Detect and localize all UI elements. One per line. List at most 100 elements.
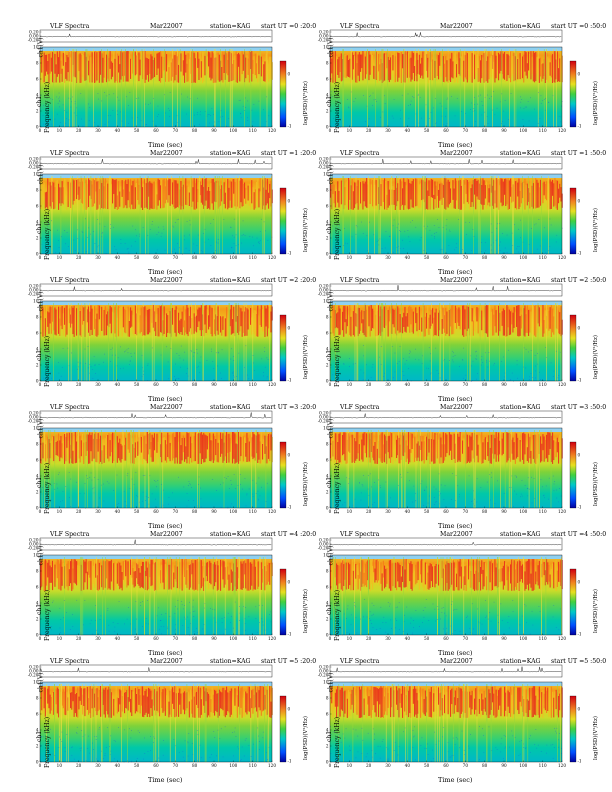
noise-speckle (398, 245, 399, 247)
noise-speckle (476, 378, 477, 380)
emission-streak (342, 560, 344, 591)
emission-streak (486, 60, 488, 82)
noise-speckle (203, 233, 204, 234)
emission-streak (194, 560, 196, 590)
noise-speckle (476, 478, 478, 480)
emission-streak (143, 307, 145, 336)
noise-speckle (240, 760, 241, 761)
noise-speckle (175, 222, 176, 223)
emission-streak (266, 305, 268, 337)
emission-streak (226, 53, 228, 74)
noise-speckle (482, 105, 484, 106)
emission-streak (450, 690, 452, 717)
noise-speckle (54, 118, 56, 120)
noise-speckle (550, 224, 552, 226)
noise-speckle (172, 251, 173, 253)
emission-streak (145, 443, 147, 461)
emission-streak (176, 686, 178, 712)
time-xlabel: Time (sec) (438, 395, 473, 403)
y-tick-label: 6 (326, 203, 329, 208)
emission-streak (44, 687, 46, 717)
y-tick-label: 2 (326, 362, 329, 367)
emission-streak (454, 178, 456, 209)
noise-speckle (68, 119, 70, 121)
emission-streak (464, 309, 466, 330)
noise-speckle (229, 488, 230, 489)
emission-streak (220, 691, 222, 709)
noise-speckle (560, 116, 562, 118)
emission-streak (487, 56, 489, 83)
emission-streak (444, 694, 446, 714)
emission-streak (60, 559, 62, 591)
emission-streak (454, 51, 456, 82)
noise-speckle (402, 371, 404, 372)
emission-streak (89, 432, 91, 464)
x-tick-label: 120 (268, 255, 276, 260)
emission-streak (265, 571, 267, 586)
frequency-ylabel: Frequency (kHz) (334, 462, 342, 515)
emission-streak (47, 178, 49, 209)
emission-streak (145, 183, 147, 208)
emission-streak (396, 439, 398, 458)
emission-streak (62, 52, 64, 66)
noise-speckle (43, 736, 44, 738)
noise-speckle (263, 372, 264, 373)
emission-streak (512, 184, 514, 202)
noise-speckle (332, 248, 334, 250)
emission-streak (71, 306, 73, 324)
emission-streak (202, 434, 204, 459)
emission-streak (163, 559, 165, 590)
emission-streak (494, 686, 496, 718)
noise-speckle (472, 360, 474, 362)
noise-speckle (135, 472, 137, 473)
noise-speckle (343, 363, 345, 365)
x-tick-label: 100 (229, 255, 237, 260)
noise-speckle (352, 363, 354, 365)
emission-streak (71, 179, 73, 210)
noise-speckle (508, 349, 509, 351)
emission-streak (424, 316, 426, 337)
emission-streak (330, 562, 332, 590)
noise-speckle (158, 757, 160, 759)
emission-streak (43, 432, 45, 462)
emission-streak (216, 182, 218, 200)
emission-streak (549, 179, 551, 210)
emission-streak (556, 51, 558, 82)
emission-streak (230, 569, 232, 583)
emission-streak (50, 185, 52, 209)
emission-streak (258, 188, 260, 208)
noise-speckle (66, 111, 68, 113)
emission-streak (185, 54, 187, 73)
emission-streak (161, 564, 163, 588)
noise-speckle (366, 364, 367, 366)
emission-streak (379, 687, 381, 705)
emission-streak (548, 183, 550, 199)
noise-speckle (384, 95, 385, 97)
emission-streak (120, 306, 122, 329)
noise-speckle (552, 376, 554, 377)
y-tick-label: 6 (36, 76, 39, 81)
emission-streak (126, 184, 128, 209)
colorbar-label: log(PSD)(V²/Hz) (302, 589, 309, 633)
noise-speckle (64, 747, 66, 749)
emission-streak (47, 688, 49, 704)
emission-streak (196, 315, 198, 333)
noise-speckle (348, 106, 349, 108)
emission-streak (386, 309, 388, 324)
emission-streak (103, 445, 105, 463)
noise-speckle (247, 120, 249, 121)
emission-streak (554, 178, 556, 206)
emission-streak (344, 305, 346, 323)
noise-speckle (366, 235, 368, 237)
noise-speckle (200, 498, 202, 500)
emission-streak (360, 54, 362, 72)
emission-streak (234, 688, 236, 706)
emission-streak (486, 305, 488, 334)
noise-speckle (548, 477, 550, 479)
x-tick-label: 40 (115, 763, 121, 768)
emission-streak (210, 183, 212, 204)
emission-streak (229, 437, 231, 452)
emission-streak (522, 56, 524, 79)
emission-streak (257, 305, 259, 337)
noise-speckle (161, 506, 163, 507)
